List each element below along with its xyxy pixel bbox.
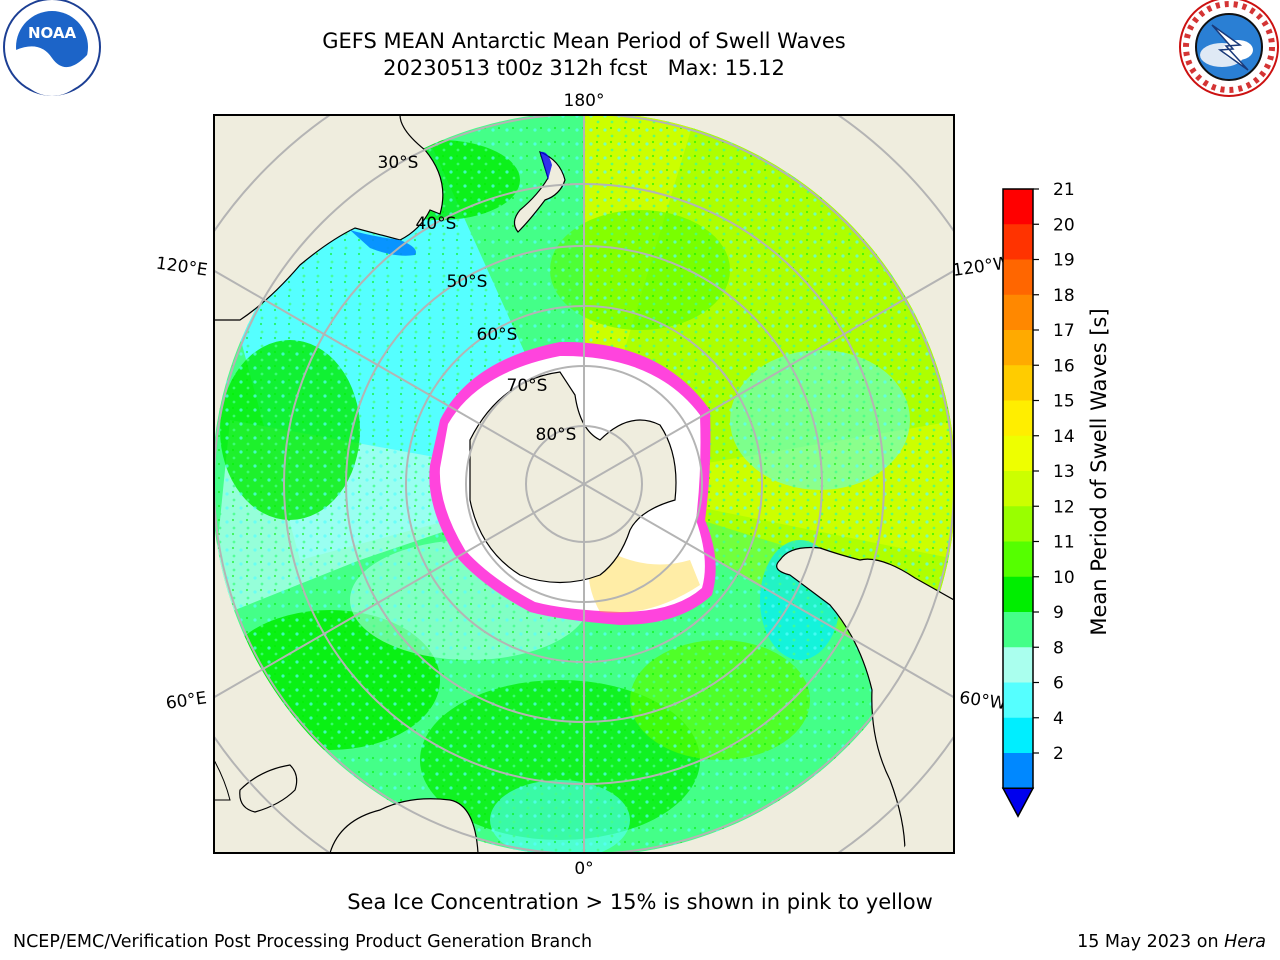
colorbar-segment <box>1003 506 1033 542</box>
graticule <box>214 115 954 853</box>
colorbar-segment <box>1003 365 1033 401</box>
colorbar-tick-label: 8 <box>1053 638 1064 658</box>
footer-date-text: 15 May 2023 on <box>1077 932 1219 952</box>
colorbar-segment <box>1003 576 1033 613</box>
colorbar-segment <box>1003 435 1033 472</box>
lat-label-60s: 60°S <box>477 325 518 345</box>
colorbar-tick-label: 2 <box>1053 744 1064 764</box>
colorbar-segment <box>1003 753 1033 789</box>
colorbar-segment <box>1003 330 1033 366</box>
lon-label-0: 0° <box>574 859 593 879</box>
lon-label-60e: 60°E <box>165 688 208 713</box>
lon-label-60w: 60°W <box>958 688 1007 714</box>
lon-label-120e: 120°E <box>155 254 209 281</box>
colorbar-segment <box>1003 189 1033 225</box>
colorbar-segment <box>1003 682 1033 719</box>
colorbar-segment <box>1003 400 1033 437</box>
chart-subtitle: 20230513 t00z 312h fcst Max: 15.12 <box>383 56 785 80</box>
colorbar-tick-label: 17 <box>1053 321 1075 341</box>
colorbar-tick-label: 10 <box>1053 568 1075 588</box>
new-zealand-land <box>513 150 566 233</box>
colorbar-tick-label: 4 <box>1053 709 1064 729</box>
colorbar-label: Mean Period of Swell Waves [s] <box>1087 308 1111 635</box>
colorbar: 21 20 19 18 17 16 15 14 13 12 11 10 9 8 6 4 2 <box>1001 180 1075 818</box>
lat-label-70s: 70°S <box>507 376 548 396</box>
colorbar-segment <box>1003 471 1033 507</box>
colorbar-tick-label: 9 <box>1053 603 1064 623</box>
sea-ice-caption: Sea Ice Concentration > 15% is shown in … <box>347 890 933 914</box>
colorbar-segment <box>1003 224 1033 260</box>
colorbar-segment <box>1003 612 1033 648</box>
noaa-logo-text: NOAA <box>28 24 77 42</box>
colorbar-tick-label: 19 <box>1053 251 1075 271</box>
colorbar-outline <box>1002 188 1034 789</box>
colorbar-tick-label: 14 <box>1053 427 1075 447</box>
colorbar-tick-label: 18 <box>1053 286 1075 306</box>
noaa-logo-icon: NOAA <box>3 0 101 96</box>
colorbar-segment <box>1003 259 1033 296</box>
lat-label-40s: 40°S <box>416 214 457 234</box>
footer-host: Hera <box>1224 932 1266 952</box>
lat-label-50s: 50°S <box>447 272 488 292</box>
colorbar-tick-label: 6 <box>1053 674 1064 694</box>
colorbar-tick-label: 21 <box>1053 180 1075 200</box>
lat-label-80s: 80°S <box>536 425 577 445</box>
colorbar-extension <box>1001 787 1035 818</box>
colorbar-segment <box>1003 717 1033 754</box>
map-frame <box>213 114 955 854</box>
colorbar-segment <box>1003 541 1033 578</box>
madagascar-land <box>239 764 298 813</box>
footer-credit: NCEP/EMC/Verification Post Processing Pr… <box>13 932 593 952</box>
colorbar-tick-label: 15 <box>1053 392 1075 412</box>
footer-date: 15 May 2023 on Hera <box>1077 932 1266 952</box>
colorbar-tick-label: 13 <box>1053 462 1075 482</box>
colorbar-tick-label: 11 <box>1053 533 1075 553</box>
lon-label-180: 180° <box>564 91 605 111</box>
lat-label-30s: 30°S <box>378 153 419 173</box>
colorbar-tick-label: 20 <box>1053 215 1075 235</box>
colorbar-tick-label: 16 <box>1053 356 1075 376</box>
map-area <box>214 115 954 853</box>
colorbar-segment <box>1003 294 1033 331</box>
nws-logo-icon <box>1179 0 1279 97</box>
colorbar-tick-label: 12 <box>1053 497 1075 517</box>
colorbar-segment <box>1003 647 1033 683</box>
chart-title: GEFS MEAN Antarctic Mean Period of Swell… <box>322 29 846 53</box>
africa-land <box>329 798 479 853</box>
